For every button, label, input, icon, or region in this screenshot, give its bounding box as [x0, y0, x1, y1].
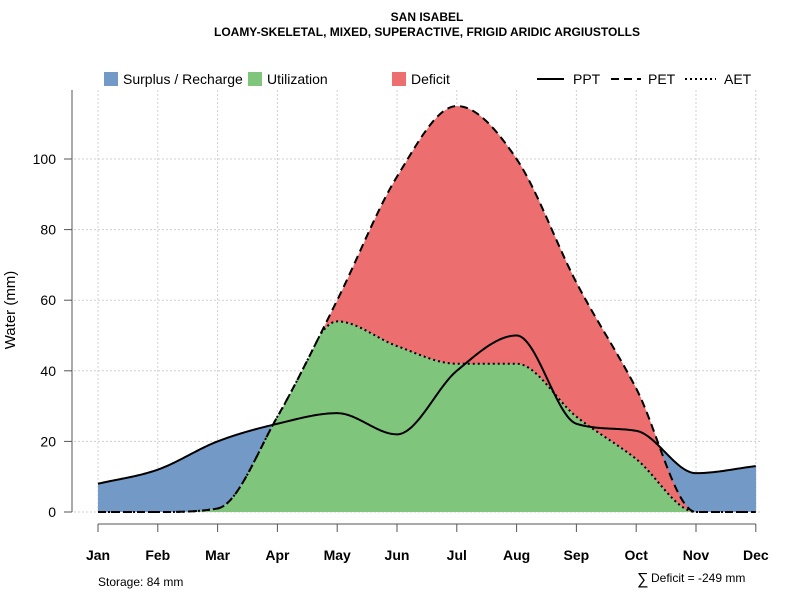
legend-label-utilization: Utilization: [267, 71, 328, 87]
x-tick-label: Aug: [503, 547, 530, 563]
area-fills: [98, 106, 757, 513]
chart-title: SAN ISABEL: [391, 10, 464, 24]
ppt-line: [97, 334, 756, 485]
series-lines: [97, 105, 756, 513]
x-tick-label: Feb: [145, 547, 170, 563]
x-tick-label: Dec: [743, 547, 769, 563]
y-tick-label: 60: [40, 292, 56, 308]
pet-line: [98, 105, 756, 513]
x-tick-label: Nov: [683, 547, 710, 563]
deficit-area: [277, 106, 697, 513]
utilization-base-area: [157, 363, 697, 512]
x-tick-label: Jun: [385, 547, 410, 563]
x-tick-label: Mar: [205, 547, 230, 563]
y-tick-label: 0: [48, 504, 56, 520]
legend-swatch-utilization: [248, 72, 262, 86]
x-tick-label: Jul: [447, 547, 467, 563]
deficit-sum-symbol: ∑: [637, 571, 648, 588]
y-tick-label: 20: [40, 433, 56, 449]
surplus-area: [98, 335, 757, 512]
legend-label-surplus: Surplus / Recharge: [123, 71, 243, 87]
deficit-sum-label: Deficit = -249 mm: [651, 571, 745, 585]
chart-subtitle: LOAMY-SKELETAL, MIXED, SUPERACTIVE, FRIG…: [214, 25, 640, 39]
y-tick-label: 40: [40, 363, 56, 379]
utilization-area: [271, 321, 592, 435]
x-tick-label: Sep: [564, 547, 590, 563]
storage-label: Storage: 84 mm: [98, 575, 183, 589]
y-tick-label: 80: [40, 222, 56, 238]
legend-label-deficit: Deficit: [411, 71, 450, 87]
axes: 0 20 40 60 80 100 Jan Feb Mar Apr May Jun Jul Aug Sep O…: [33, 90, 769, 563]
x-tick-label: May: [324, 547, 351, 563]
x-tick-label: Jan: [86, 547, 110, 563]
x-tick-label: Apr: [265, 547, 290, 563]
x-tick-label: Oct: [625, 547, 649, 563]
legend-swatch-surplus: [104, 72, 118, 86]
legend-label-aet: AET: [724, 71, 752, 87]
legend: Surplus / Recharge Utilization Deficit P…: [104, 71, 752, 87]
legend-label-ppt: PPT: [573, 71, 601, 87]
legend-label-pet: PET: [648, 71, 676, 87]
y-axis-label: Water (mm): [2, 271, 19, 350]
legend-swatch-deficit: [392, 72, 406, 86]
y-tick-label: 100: [33, 151, 57, 167]
